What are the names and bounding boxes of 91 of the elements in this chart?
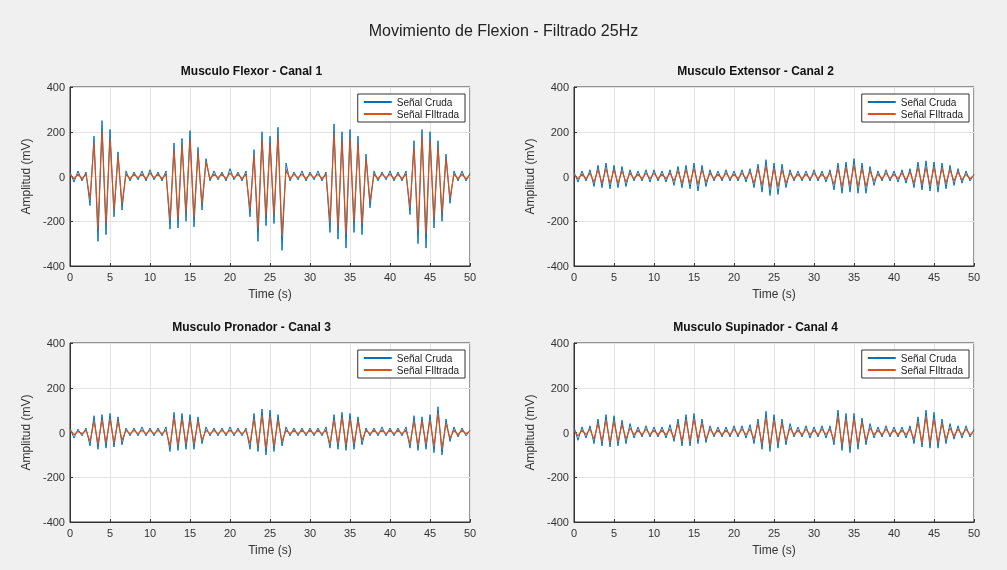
y-tick-label: -400 — [42, 260, 65, 272]
y-tick-label: 200 — [550, 125, 569, 138]
x-tick-label: 25 — [263, 270, 277, 283]
line-series — [573, 158, 975, 197]
x-tick-label: 30 — [807, 270, 821, 283]
y-axis-title: Amplitud (mV) — [19, 138, 34, 215]
x-tick-label: 25 — [263, 526, 277, 539]
x-tick-label: 5 — [610, 270, 618, 283]
chart-title: Musculo Supinador - Canal 4 — [673, 320, 839, 334]
chart-title: Musculo Flexor - Canal 1 — [180, 64, 323, 78]
x-tick-label: 25 — [767, 526, 781, 539]
x-tick-label: 20 — [223, 526, 237, 539]
legend-label: Señal FIltrada — [900, 364, 964, 376]
x-tick-label: 45 — [927, 270, 941, 283]
x-tick-label: 5 — [610, 526, 618, 539]
y-tick-label: 200 — [46, 381, 65, 394]
legend-label: Señal FIltrada — [396, 108, 460, 120]
x-axis-title: Time (s) — [248, 543, 292, 557]
x-tick-label: 10 — [647, 270, 661, 283]
x-tick-label: 45 — [423, 270, 437, 283]
legend-label: Señal Cruda — [396, 96, 453, 108]
x-tick-label: 20 — [727, 526, 741, 539]
x-tick-label: 0 — [66, 526, 74, 539]
y-tick-label: 400 — [46, 81, 65, 93]
x-tick-label: 15 — [687, 270, 701, 283]
line-series — [573, 409, 975, 454]
line-series — [573, 164, 975, 189]
line-series — [69, 412, 471, 449]
x-tick-label: 5 — [106, 270, 114, 283]
x-tick-label: 50 — [463, 526, 477, 539]
x-tick-label: 30 — [807, 526, 821, 539]
line-series — [573, 416, 975, 447]
x-axis-title: Time (s) — [752, 543, 796, 557]
legend-label: Señal FIltrada — [396, 364, 460, 376]
x-tick-label: 10 — [143, 526, 157, 539]
x-tick-label: 30 — [303, 526, 317, 539]
x-tick-label: 40 — [383, 270, 397, 283]
legend-label: Señal Cruda — [900, 352, 957, 364]
y-tick-label: -200 — [42, 215, 65, 228]
text: Movimiento de Flexion - Filtrado 25Hz — [367, 22, 640, 40]
chart-title: Musculo Extensor - Canal 2 — [677, 64, 835, 78]
y-tick-label: -200 — [546, 471, 569, 484]
y-tick-label: 200 — [550, 381, 569, 394]
x-tick-label: 10 — [647, 526, 661, 539]
x-tick-label: 0 — [570, 526, 578, 539]
y-tick-label: 0 — [58, 426, 65, 439]
x-tick-label: 45 — [423, 526, 437, 539]
y-tick-label: 400 — [46, 337, 65, 349]
x-tick-label: 25 — [767, 270, 781, 283]
x-tick-label: 20 — [727, 270, 741, 283]
y-tick-label: 0 — [562, 426, 569, 439]
x-tick-label: 35 — [847, 270, 861, 283]
x-tick-label: 50 — [967, 526, 981, 539]
y-tick-label: 400 — [550, 337, 569, 349]
y-tick-label: 0 — [562, 170, 569, 183]
x-tick-label: 50 — [463, 270, 477, 283]
y-tick-label: 400 — [550, 81, 569, 93]
x-tick-label: 40 — [383, 526, 397, 539]
x-tick-label: 15 — [687, 526, 701, 539]
y-tick-label: -400 — [42, 516, 65, 528]
x-axis-title: Time (s) — [248, 287, 292, 301]
x-tick-label: 30 — [303, 270, 317, 283]
x-tick-label: 35 — [343, 526, 357, 539]
y-tick-label: 200 — [46, 125, 65, 138]
y-axis-title: Amplitud (mV) — [523, 394, 538, 471]
x-tick-label: 15 — [183, 526, 197, 539]
x-tick-label: 5 — [106, 526, 114, 539]
x-tick-label: 10 — [143, 270, 157, 283]
y-tick-label: 0 — [58, 170, 65, 183]
y-axis-title: Amplitud (mV) — [523, 138, 538, 215]
x-tick-label: 40 — [887, 526, 901, 539]
y-tick-label: -200 — [42, 471, 65, 484]
line-series — [69, 131, 471, 236]
x-tick-label: 0 — [570, 270, 578, 283]
x-tick-label: 40 — [887, 270, 901, 283]
x-axis-title: Time (s) — [752, 287, 796, 301]
legend-label: Señal FIltrada — [900, 108, 964, 120]
x-tick-label: 45 — [927, 526, 941, 539]
y-axis-title: Amplitud (mV) — [19, 394, 34, 471]
x-tick-label: 20 — [223, 270, 237, 283]
x-tick-label: 35 — [343, 270, 357, 283]
x-tick-label: 35 — [847, 526, 861, 539]
chart-title: Musculo Pronador - Canal 3 — [172, 320, 332, 334]
x-tick-label: 15 — [183, 270, 197, 283]
y-tick-label: -200 — [546, 215, 569, 228]
y-tick-label: -400 — [546, 516, 569, 528]
x-tick-label: 0 — [66, 270, 74, 283]
y-tick-label: -400 — [546, 260, 569, 272]
legend-label: Señal Cruda — [396, 352, 453, 364]
x-tick-label: 50 — [967, 270, 981, 283]
legend-label: Señal Cruda — [900, 96, 957, 108]
